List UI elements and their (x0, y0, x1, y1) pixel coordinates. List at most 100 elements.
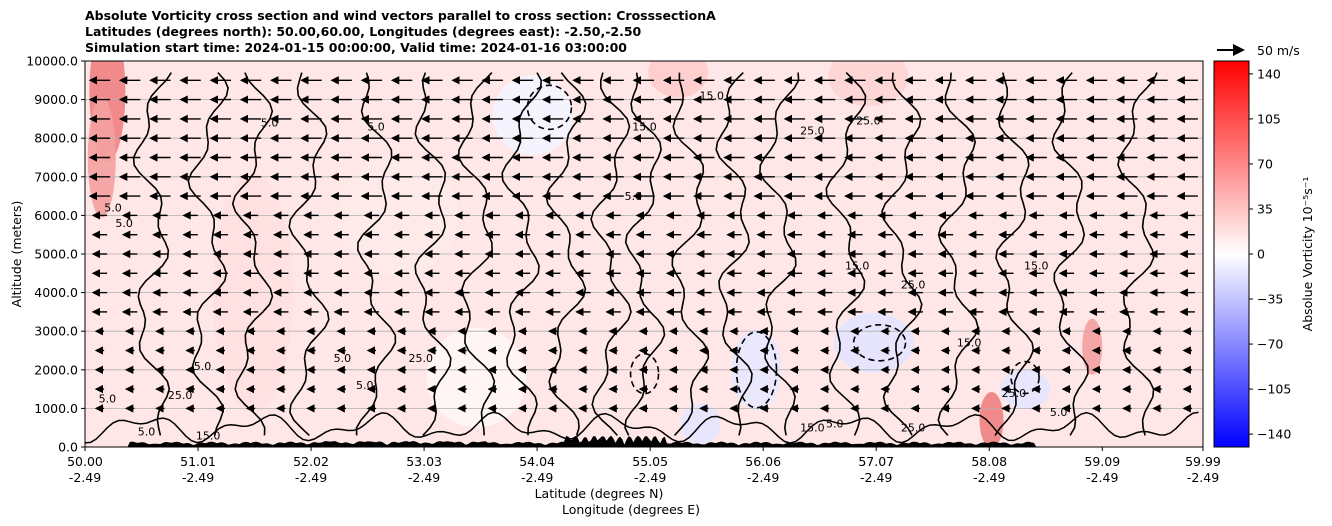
x-tick-label-lat: 59.09 (1084, 454, 1120, 469)
x-axis-label-longitude: Longitude (degrees E) (562, 502, 700, 517)
y-tick-label: 5000.0 (34, 247, 78, 262)
contour-label: 15.0 (196, 429, 221, 442)
x-tick-label-lon: -2.49 (973, 470, 1005, 485)
quiver-key-label: 50 m/s (1257, 43, 1300, 58)
x-tick-label-lon: -2.49 (69, 470, 101, 485)
contour-line (545, 72, 587, 436)
y-tick-label: 1000.0 (34, 401, 78, 416)
shading-patch (1082, 318, 1103, 375)
contour-label: 15.0 (1024, 259, 1049, 272)
contour-label: 5.0 (138, 425, 156, 438)
x-tick-label-lat: 56.06 (745, 454, 781, 469)
plot-area: 5.0 25.05.05.0 5.05.05.05.0 25.05.015.025.0… (84, 60, 1204, 448)
chart-title-line-3: Simulation start time: 2024-01-15 00:00:… (85, 40, 627, 55)
x-tick-label-lon: -2.49 (1187, 470, 1219, 485)
shading-patch (828, 61, 909, 107)
y-tick-label: 0.0 (58, 440, 78, 455)
x-tick-label-lon: -2.49 (634, 470, 666, 485)
contour-label: 25.0 (800, 124, 825, 137)
contour-line (715, 72, 753, 436)
contour-line (414, 72, 452, 436)
contour-label: 15.0 (800, 422, 825, 435)
x-tick-label-lat: 58.08 (971, 454, 1007, 469)
x-axis-label-latitude: Latitude (degrees N) (535, 486, 664, 501)
x-tick-label-lat: 55.05 (632, 454, 668, 469)
shading-patch (648, 61, 709, 98)
y-axis-label: Altitude (meters) (9, 201, 24, 308)
contour-label: 25.0 (901, 422, 926, 435)
contour-label: 25.0 (856, 115, 881, 128)
y-tick-label: 9000.0 (34, 92, 78, 107)
contour-line (881, 72, 923, 436)
colorbar-tick-label: 0 (1257, 247, 1265, 262)
shading-patch (833, 312, 914, 373)
contour-label: 5.0 (104, 202, 122, 215)
wind-vectors (88, 76, 1198, 413)
x-tick-label-lat: 54.04 (519, 454, 555, 469)
y-tick-label: 3000.0 (34, 324, 78, 339)
terrain-silhouette (85, 435, 1203, 447)
colorbar-tick-label: 105 (1257, 111, 1281, 126)
colorbar-tick-label: −35 (1257, 292, 1283, 307)
y-tick-label: 2000.0 (34, 362, 78, 377)
shading-patch (492, 75, 573, 156)
contour-line (501, 72, 543, 436)
contour-label: 5.0 (367, 120, 385, 133)
x-tick-label-lon: -2.49 (521, 470, 553, 485)
x-tick-label-lon: -2.49 (1086, 470, 1118, 485)
contour-label: 5.0 (356, 379, 374, 392)
x-tick-label-lon: -2.49 (408, 470, 440, 485)
x-tick-label-lat: 51.01 (180, 454, 216, 469)
contour-label: 5.0 (99, 393, 117, 406)
contour-label: 5.0 (334, 352, 352, 365)
contour-label: 15.0 (957, 337, 982, 350)
x-tick-label-lon: -2.49 (295, 470, 327, 485)
x-tick-label-lon: -2.49 (747, 470, 779, 485)
x-tick-label-lat: 50.00 (67, 454, 103, 469)
x-tick-label-lat: 57.07 (858, 454, 894, 469)
chart-title-line-2: Latitudes (degrees north): 50.00,60.00, … (85, 24, 642, 39)
y-axis: 0.0 1000.0 2000.0 3000.0 4000.0 5000.0 6000.0 7… (26, 54, 85, 455)
contour-line (994, 72, 1035, 436)
chart-title-line-1: Absolute Vorticity cross section and win… (85, 8, 716, 23)
x-tick-label-lat: 53.03 (406, 454, 442, 469)
contour-line (624, 72, 666, 436)
contour-line (132, 72, 172, 436)
y-tick-label: 8000.0 (34, 131, 78, 146)
x-tick-label-lat: 52.02 (293, 454, 329, 469)
colorbar-tick-label: 35 (1257, 201, 1273, 216)
x-tick-label-lon: -2.49 (860, 470, 892, 485)
colorbar-tick-label: 140 (1257, 66, 1281, 81)
colorbar-tick-label: −105 (1257, 382, 1291, 397)
y-tick-label: 10000.0 (26, 54, 78, 69)
shading-patch (1000, 369, 1051, 410)
contour-label: 15.0 (845, 259, 870, 272)
contour-label: 15.0 (632, 120, 657, 133)
y-tick-label: 4000.0 (34, 285, 78, 300)
contour-label: 5.0 (194, 360, 212, 373)
colorbar-ticks: 140 105 70 35 0 −35 −70 −105 −140 (1249, 66, 1291, 442)
contour-label: 15.0 (699, 90, 724, 103)
colorbar-label: Absolue Vorticity 10⁻⁵s⁻¹ (1300, 177, 1315, 332)
contour-label: 5.0 (115, 217, 133, 230)
shading-patch (979, 391, 1004, 447)
negative-contour (1010, 360, 1040, 395)
y-tick-label: 7000.0 (34, 169, 78, 184)
contour-label: 25.0 (901, 279, 926, 292)
colorbar-gradient (1213, 60, 1250, 448)
colorbar: 140 105 70 35 0 −35 −70 −105 −140 Absolue Vortic… (1213, 60, 1315, 448)
contour-label: 25.0 (168, 389, 193, 402)
x-axis: 50.00-2.4951.01-2.4952.02-2.4953.03-2.49… (67, 447, 1221, 485)
negative-contour (852, 323, 907, 362)
x-tick-label-lon: -2.49 (182, 470, 214, 485)
negative-contour (526, 84, 573, 131)
contour-line (355, 72, 397, 436)
y-tick-label: 6000.0 (34, 208, 78, 223)
shading-patch (680, 403, 721, 444)
shading-patch (426, 327, 527, 428)
x-tick-label-lat: 59.99 (1185, 454, 1221, 469)
colorbar-tick-label: −140 (1257, 427, 1291, 442)
colorbar-tick-label: −70 (1257, 337, 1283, 352)
contour-label: 5.0 (826, 418, 844, 431)
